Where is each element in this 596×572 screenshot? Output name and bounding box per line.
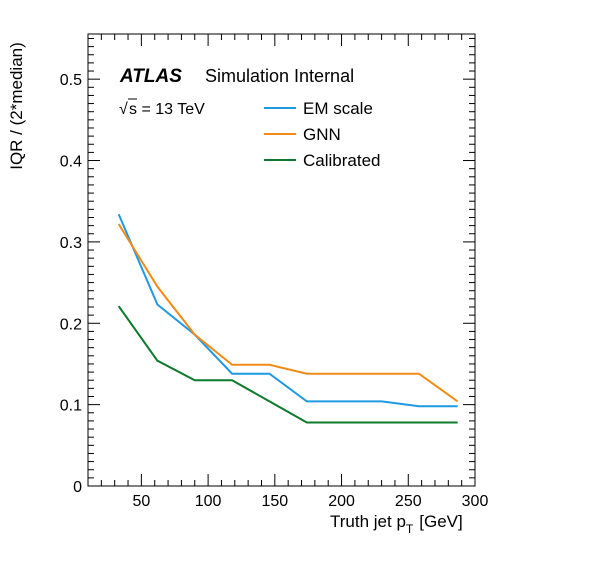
x-tick-label: 250 bbox=[395, 493, 422, 510]
y-tick-label: 0.4 bbox=[60, 154, 82, 171]
series-line-gnn bbox=[117, 223, 459, 403]
x-tick-label: 150 bbox=[261, 493, 288, 510]
x-tick-label: 100 bbox=[195, 493, 222, 510]
simulation-internal-label: Simulation Internal bbox=[205, 66, 354, 86]
atlas-label: ATLAS bbox=[119, 66, 182, 87]
y-tick-label: 0.3 bbox=[60, 235, 82, 252]
legend: EM scale GNN Calibrated bbox=[264, 99, 381, 170]
plot-frame bbox=[87, 33, 476, 487]
x-tick-label: 200 bbox=[328, 493, 355, 510]
series-line-calibrated bbox=[117, 305, 458, 424]
y-tick-label: 0.1 bbox=[60, 398, 82, 415]
y-tick-label: 0.2 bbox=[60, 316, 82, 333]
y-axis-label: IQR / (2*median) bbox=[7, 42, 26, 170]
x-axis-label-main: Truth jet p bbox=[330, 512, 406, 531]
x-axis-label: Truth jet pT [GeV] bbox=[330, 512, 463, 536]
x-tick-label: 50 bbox=[132, 493, 150, 510]
legend-label: GNN bbox=[303, 125, 341, 144]
legend-label: Calibrated bbox=[303, 151, 381, 170]
x-axis-label-unit: [GeV] bbox=[419, 512, 462, 531]
x-axis-label-sub: T bbox=[406, 522, 414, 536]
x-tick-label: 300 bbox=[462, 493, 489, 510]
sqrt-symbol: √ bbox=[119, 101, 128, 118]
y-tick-label: 0 bbox=[73, 479, 82, 496]
y-tick-label: 0.5 bbox=[60, 72, 82, 89]
energy-label: s = 13 TeV bbox=[129, 101, 205, 118]
legend-label: EM scale bbox=[303, 99, 373, 118]
series-line-em-scale bbox=[117, 213, 458, 408]
